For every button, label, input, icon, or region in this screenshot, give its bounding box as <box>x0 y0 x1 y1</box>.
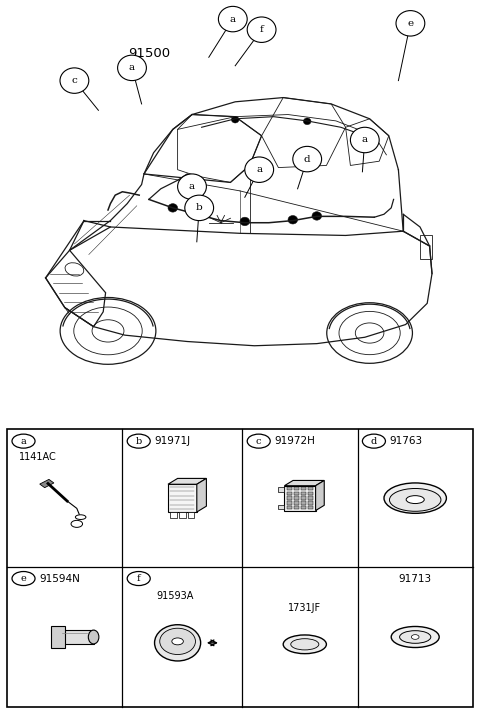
Circle shape <box>247 434 270 448</box>
Ellipse shape <box>399 631 431 643</box>
Bar <box>287 492 292 495</box>
Text: f: f <box>137 574 141 583</box>
Text: 1731JF: 1731JF <box>288 602 322 612</box>
Bar <box>277 505 284 509</box>
Ellipse shape <box>291 639 319 650</box>
Polygon shape <box>168 478 206 484</box>
Bar <box>308 496 313 500</box>
Circle shape <box>288 215 298 224</box>
Bar <box>308 492 313 495</box>
Bar <box>179 512 186 518</box>
Bar <box>287 501 292 505</box>
Text: 91713: 91713 <box>398 573 432 583</box>
Bar <box>287 487 292 491</box>
Circle shape <box>12 434 35 448</box>
Circle shape <box>247 17 276 42</box>
Bar <box>308 501 313 505</box>
Ellipse shape <box>155 625 201 661</box>
Text: a: a <box>189 182 195 191</box>
Text: b: b <box>196 203 203 212</box>
Circle shape <box>411 635 419 640</box>
Bar <box>301 506 306 509</box>
Bar <box>301 496 306 500</box>
Text: 91763: 91763 <box>389 436 422 446</box>
Ellipse shape <box>160 628 195 655</box>
Circle shape <box>218 6 247 32</box>
Text: c: c <box>256 436 262 446</box>
Circle shape <box>312 212 322 220</box>
Circle shape <box>185 195 214 220</box>
Bar <box>294 501 299 505</box>
Circle shape <box>293 146 322 172</box>
Circle shape <box>396 11 425 36</box>
Circle shape <box>118 55 146 81</box>
Circle shape <box>12 572 35 585</box>
Polygon shape <box>197 478 206 512</box>
Bar <box>40 479 54 488</box>
Circle shape <box>362 434 385 448</box>
Text: a: a <box>129 63 135 73</box>
Circle shape <box>240 217 250 226</box>
Circle shape <box>245 157 274 183</box>
Bar <box>51 626 65 648</box>
Bar <box>301 487 306 491</box>
Text: 1141AC: 1141AC <box>19 452 57 462</box>
Bar <box>294 487 299 491</box>
Bar <box>284 486 316 511</box>
Ellipse shape <box>172 638 183 645</box>
Bar <box>294 492 299 495</box>
Ellipse shape <box>88 630 99 644</box>
Bar <box>308 487 313 491</box>
Text: c: c <box>72 76 77 85</box>
Circle shape <box>60 68 89 93</box>
Text: 91500: 91500 <box>128 46 170 59</box>
Text: b: b <box>135 436 142 446</box>
Bar <box>277 487 284 491</box>
Circle shape <box>303 118 311 125</box>
Ellipse shape <box>406 496 424 503</box>
Text: a: a <box>362 135 368 145</box>
Ellipse shape <box>384 483 446 513</box>
Bar <box>420 235 432 259</box>
Text: e: e <box>21 574 26 583</box>
Bar <box>287 506 292 509</box>
Bar <box>170 512 177 518</box>
Text: 91594N: 91594N <box>39 573 80 583</box>
Circle shape <box>350 128 379 153</box>
Text: a: a <box>230 14 236 24</box>
Circle shape <box>231 116 239 123</box>
Text: d: d <box>371 436 377 446</box>
Text: a: a <box>21 436 26 446</box>
Bar <box>287 496 292 500</box>
Text: 91972H: 91972H <box>274 436 315 446</box>
Bar <box>188 512 194 518</box>
Bar <box>294 506 299 509</box>
Text: a: a <box>256 165 262 174</box>
Bar <box>62 630 94 644</box>
Circle shape <box>168 204 178 212</box>
Circle shape <box>178 174 206 200</box>
Text: 91971J: 91971J <box>154 436 190 446</box>
Polygon shape <box>316 481 324 511</box>
Ellipse shape <box>283 635 326 654</box>
Ellipse shape <box>391 627 439 647</box>
Circle shape <box>127 434 150 448</box>
Text: e: e <box>408 19 413 28</box>
Text: f: f <box>260 25 264 34</box>
Bar <box>168 484 197 512</box>
Bar <box>301 501 306 505</box>
Polygon shape <box>284 481 324 486</box>
Bar <box>308 506 313 509</box>
Circle shape <box>127 572 150 585</box>
Text: d: d <box>304 155 311 163</box>
Bar <box>294 496 299 500</box>
Bar <box>301 492 306 495</box>
Ellipse shape <box>389 488 441 511</box>
Text: 91593A: 91593A <box>156 591 194 601</box>
